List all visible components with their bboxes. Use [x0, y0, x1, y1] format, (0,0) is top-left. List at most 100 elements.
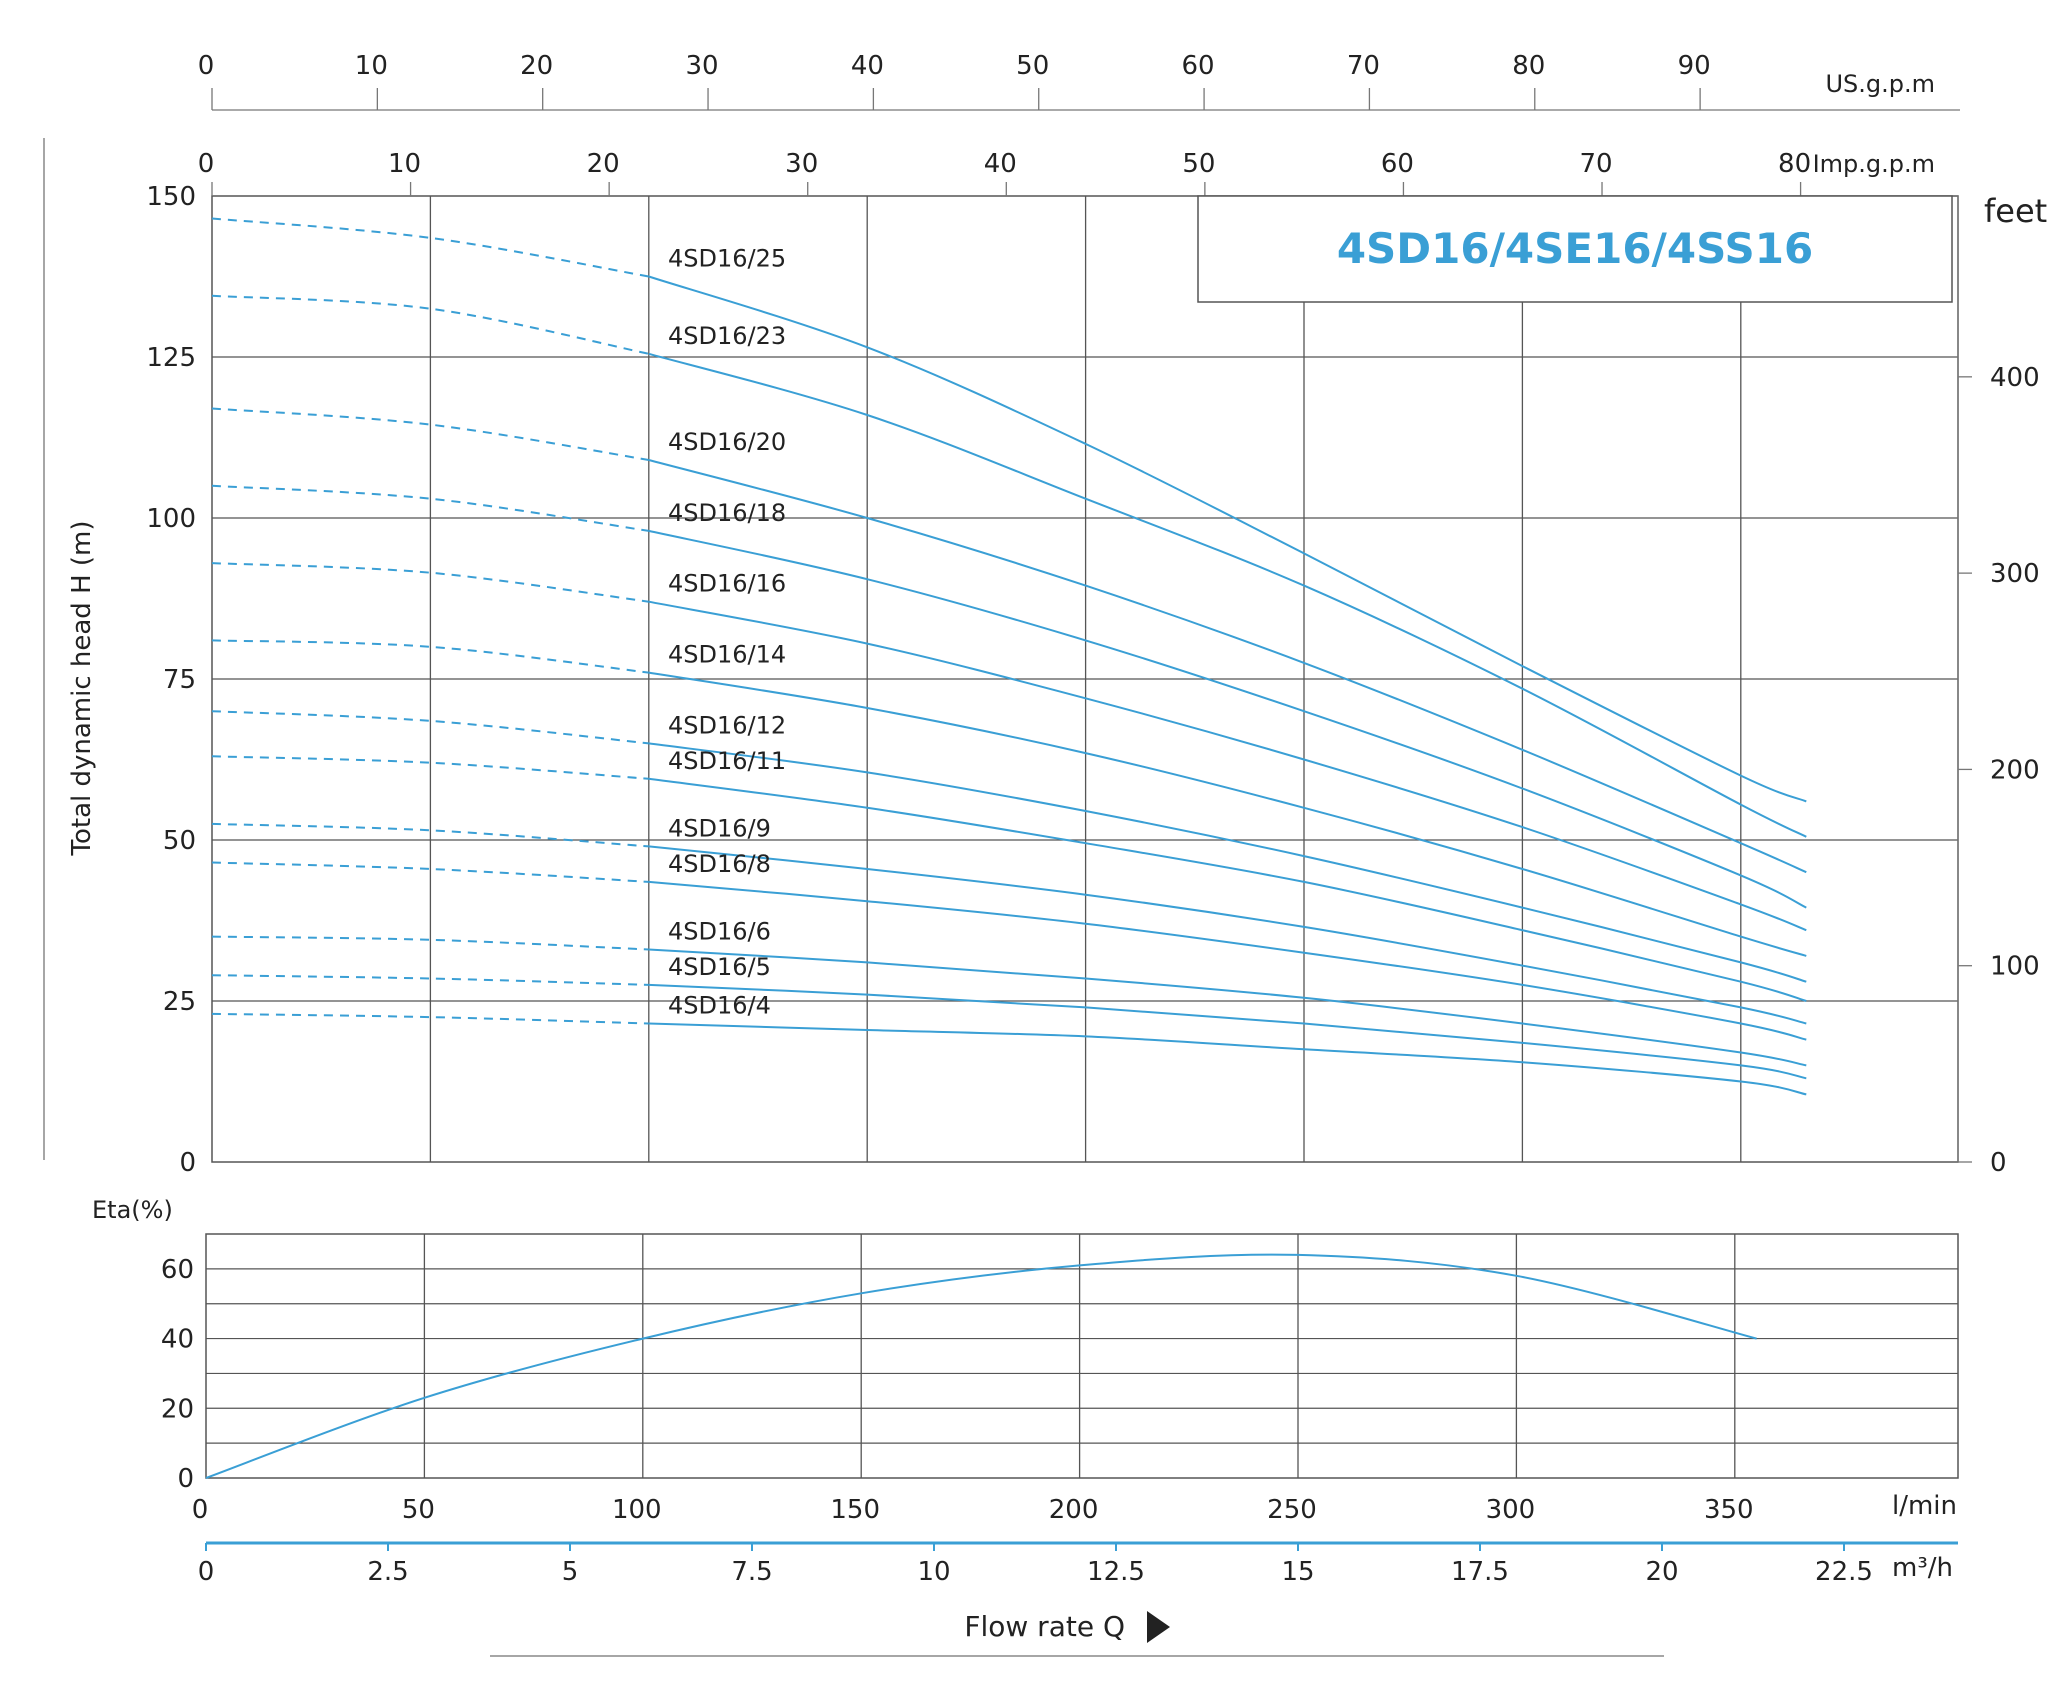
- pump-curve-solid-segment: [648, 1022, 1807, 1096]
- pump-curve-dashed-segment: [211, 974, 649, 986]
- lmin-tick-label: 50: [402, 1495, 435, 1525]
- feet-tick-label: 400: [1990, 363, 2040, 393]
- eta-tick-label: 0: [177, 1464, 194, 1494]
- pump-curve-dashed-segment: [211, 639, 649, 674]
- pump-curve-solid-segment: [648, 845, 1807, 1025]
- feet-tick-label: 0: [1990, 1148, 2007, 1178]
- flow-arrow-icon: [1147, 1611, 1170, 1643]
- impgpm-tick-label: 10: [388, 149, 421, 179]
- lmin-tick-label: 0: [192, 1495, 209, 1525]
- pump-curve-solid-segment: [648, 948, 1807, 1067]
- usgpm-tick-label: 60: [1182, 51, 1215, 81]
- lmin-unit-label: l/min: [1892, 1491, 1957, 1521]
- pump-curve-solid-segment: [648, 275, 1807, 803]
- pump-curve-solid-segment: [648, 777, 1807, 1002]
- m3h-tick-label: 17.5: [1451, 1557, 1509, 1587]
- y-tick-label: 100: [146, 504, 196, 534]
- pump-curve-dashed-segment: [211, 217, 649, 278]
- eta-axis-label: Eta(%): [92, 1196, 173, 1224]
- usgpm-unit-label: US.g.p.m: [1825, 70, 1935, 98]
- y-tick-label: 50: [163, 826, 196, 856]
- usgpm-tick-label: 20: [520, 51, 553, 81]
- usgpm-tick-label: 50: [1016, 51, 1049, 81]
- feet-tick-label: 100: [1990, 952, 2040, 982]
- m3h-tick-label: 2.5: [367, 1557, 408, 1587]
- curve-label: 4SD16/18: [668, 499, 786, 527]
- usgpm-tick-label: 80: [1512, 51, 1545, 81]
- impgpm-tick-label: 30: [785, 149, 818, 179]
- m3h-tick-label: 15: [1281, 1557, 1314, 1587]
- curve-label: 4SD16/9: [668, 814, 771, 842]
- usgpm-tick-label: 70: [1347, 51, 1380, 81]
- y-tick-label: 0: [179, 1148, 196, 1178]
- m3h-tick-label: 22.5: [1815, 1557, 1873, 1587]
- efficiency-curve: [205, 1253, 1757, 1479]
- curve-label: 4SD16/20: [668, 428, 786, 456]
- usgpm-tick-label: 10: [355, 51, 388, 81]
- pump-curve-solid-segment: [648, 742, 1807, 983]
- m3h-tick-label: 7.5: [731, 1557, 772, 1587]
- impgpm-unit-label: Imp.g.p.m: [1813, 150, 1935, 178]
- lmin-tick-label: 200: [1049, 1495, 1099, 1525]
- pump-curve-solid-segment: [648, 671, 1807, 957]
- feet-tick-label: 200: [1990, 755, 2040, 785]
- m3h-tick-label: 5: [562, 1557, 579, 1587]
- feet-unit-label: feet: [1984, 192, 2047, 230]
- eta-tick-label: 40: [161, 1325, 194, 1355]
- pump-curve-dashed-segment: [211, 822, 649, 848]
- lmin-tick-label: 250: [1267, 1495, 1317, 1525]
- curve-label: 4SD16/14: [668, 641, 786, 669]
- pump-curve-dashed-segment: [211, 484, 649, 532]
- feet-tick-label: 300: [1990, 559, 2040, 589]
- y-tick-label: 150: [146, 182, 196, 212]
- pump-curve-solid-segment: [648, 880, 1807, 1041]
- y-axis-label: Total dynamic head H (m): [67, 520, 97, 856]
- pump-curve-solid-segment: [648, 459, 1807, 874]
- eta-tick-label: 20: [161, 1394, 194, 1424]
- impgpm-tick-label: 0: [198, 149, 215, 179]
- curve-label: 4SD16/4: [668, 992, 771, 1020]
- pump-curve-solid-segment: [648, 529, 1807, 909]
- usgpm-tick-label: 30: [685, 51, 718, 81]
- m3h-tick-label: 20: [1645, 1557, 1678, 1587]
- y-tick-label: 75: [163, 665, 196, 695]
- pump-curve-dashed-segment: [211, 935, 649, 951]
- usgpm-tick-label: 40: [851, 51, 884, 81]
- m3h-tick-label: 12.5: [1087, 1557, 1145, 1587]
- flow-rate-label: Flow rate Q: [964, 1610, 1125, 1643]
- pump-curve-dashed-segment: [211, 294, 650, 355]
- curve-label: 4SD16/25: [668, 245, 786, 273]
- pump-curve-dashed-segment: [211, 710, 649, 745]
- impgpm-tick-label: 50: [1182, 149, 1215, 179]
- title-box: [1197, 195, 1953, 303]
- curve-label: 4SD16/5: [668, 953, 771, 981]
- y-tick-label: 25: [163, 987, 196, 1017]
- impgpm-tick-label: 80: [1778, 149, 1811, 179]
- pump-curve-solid-segment: [648, 600, 1807, 932]
- pump-curve-dashed-segment: [211, 1012, 649, 1025]
- chart-title: 4SD16/4SE16/4SS16: [1337, 224, 1813, 273]
- y-tick-label: 125: [146, 343, 196, 373]
- lmin-tick-label: 100: [612, 1495, 662, 1525]
- m3h-tick-label: 10: [917, 1557, 950, 1587]
- curve-label: 4SD16/8: [668, 850, 771, 878]
- m3h-tick-label: 0: [198, 1557, 215, 1587]
- pump-curve-solid-segment: [648, 352, 1807, 838]
- curve-label: 4SD16/12: [668, 711, 786, 739]
- impgpm-tick-label: 60: [1381, 149, 1414, 179]
- impgpm-tick-label: 40: [984, 149, 1017, 179]
- lmin-tick-label: 150: [830, 1495, 880, 1525]
- m3h-unit-label: m³/h: [1892, 1553, 1953, 1583]
- pump-curve-dashed-segment: [211, 755, 649, 780]
- eta-plot-frame: [205, 1233, 1959, 1479]
- curve-label: 4SD16/6: [668, 917, 771, 945]
- curve-label: 4SD16/23: [668, 322, 786, 350]
- usgpm-tick-label: 0: [198, 51, 215, 81]
- lmin-tick-label: 300: [1486, 1495, 1536, 1525]
- impgpm-tick-label: 70: [1579, 149, 1612, 179]
- eta-tick-label: 60: [161, 1255, 194, 1285]
- lmin-tick-label: 350: [1704, 1495, 1754, 1525]
- usgpm-tick-label: 90: [1678, 51, 1711, 81]
